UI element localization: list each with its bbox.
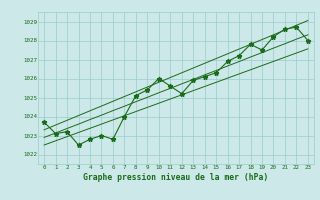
X-axis label: Graphe pression niveau de la mer (hPa): Graphe pression niveau de la mer (hPa) [84,173,268,182]
